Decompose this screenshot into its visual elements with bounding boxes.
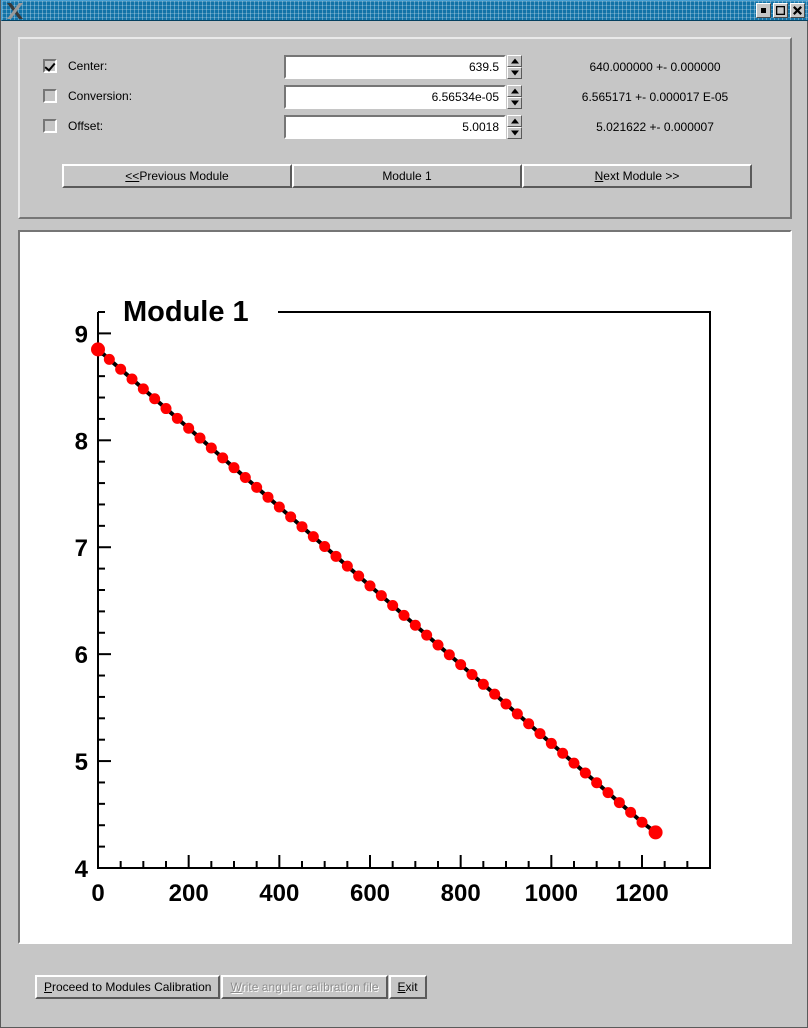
center-spin-down-icon[interactable] [507,67,522,79]
svg-text:0: 0 [91,880,104,907]
parameter-row-conversion: Conversion: 6.56534e-05 6.565171 +- 0.00… [20,84,790,112]
previous-module-label: Previous Module [139,169,229,183]
conversion-checkbox[interactable] [43,89,57,103]
write-label: rite angular calibration file [241,980,379,994]
svg-text:600: 600 [350,880,390,907]
plot-panel: 0 200 400 600 800 1000 1200 4 5 6 7 8 9 Module 1 [18,230,792,944]
conversion-result: 6.565171 +- 0.000017 E-05 [581,90,729,104]
center-checkbox-group: Center: [43,59,107,73]
center-result: 640.000000 +- 0.000000 [589,60,721,74]
plot-ticks [97,311,711,869]
offset-result: 5.021622 +- 0.000007 [596,120,714,134]
conversion-checkbox-group: Conversion: [43,89,132,103]
svg-text:200: 200 [169,880,209,907]
conversion-spinbox: 6.56534e-05 [284,85,522,109]
current-module-label: Module 1 [382,169,432,183]
svg-text:7: 7 [75,535,88,562]
parameter-row-offset: Offset: 5.0018 5.021622 +- 0.000007 [20,114,790,142]
write-mnemonic: W [230,980,242,994]
previous-module-button[interactable]: << Previous Module [62,164,292,188]
center-spinner [507,55,522,79]
conversion-spin-down-icon[interactable] [507,97,522,109]
plot-frame [97,311,711,869]
exit-label: xit [405,980,418,994]
window-controls [756,3,805,18]
plot-series [91,342,663,840]
center-spinbox: 639.5 [284,55,522,79]
offset-spin-up-icon[interactable] [507,115,522,127]
calibration-plot: 0 200 400 600 800 1000 1200 4 5 6 7 8 9 Module 1 [75,296,711,907]
window-titlebar[interactable] [1,0,808,21]
close-button[interactable] [790,3,805,18]
proceed-label: roceed to Modules Calibration [52,980,212,994]
exit-mnemonic: E [397,980,406,994]
plot-title: Module 1 [123,296,249,328]
maximize-button[interactable] [773,3,788,18]
conversion-input[interactable]: 6.56534e-05 [284,85,506,109]
parameters-panel: Center: 639.5 640.000000 +- 0.000000 Con… [18,37,792,219]
svg-text:1200: 1200 [615,880,668,907]
plot-tick-labels: 0 200 400 600 800 1000 1200 4 5 6 7 8 9 [75,321,669,907]
svg-text:800: 800 [441,880,481,907]
center-label: Center: [68,59,108,73]
conversion-spinner [507,85,522,109]
current-module-button[interactable]: Module 1 [292,164,522,188]
x11-logo-icon [5,2,25,20]
offset-checkbox[interactable] [43,119,57,133]
svg-text:5: 5 [75,749,88,776]
offset-spinbox: 5.0018 [284,115,522,139]
previous-module-mnemonic: << [125,169,140,183]
offset-spin-down-icon[interactable] [507,127,522,139]
svg-text:9: 9 [75,321,88,348]
next-module-mnemonic: N [594,169,604,183]
offset-label: Offset: [68,119,104,133]
offset-input[interactable]: 5.0018 [284,115,506,139]
center-spin-up-icon[interactable] [507,55,522,67]
parameter-row-center: Center: 639.5 640.000000 +- 0.000000 [20,54,790,82]
offset-spinner [507,115,522,139]
offset-checkbox-group: Offset: [43,119,103,133]
svg-text:8: 8 [75,428,88,455]
svg-text:400: 400 [259,880,299,907]
next-module-label: ext Module >> [603,169,680,183]
conversion-spin-up-icon[interactable] [507,85,522,97]
center-checkbox[interactable] [43,59,57,73]
svg-text:Module 1: Module 1 [123,296,249,328]
conversion-label: Conversion: [68,89,133,103]
svg-text:4: 4 [75,856,89,883]
center-input[interactable]: 639.5 [284,55,506,79]
minimize-button[interactable] [756,3,771,18]
svg-text:1000: 1000 [525,880,578,907]
proceed-mnemonic: P [44,980,53,994]
svg-text:6: 6 [75,642,88,669]
